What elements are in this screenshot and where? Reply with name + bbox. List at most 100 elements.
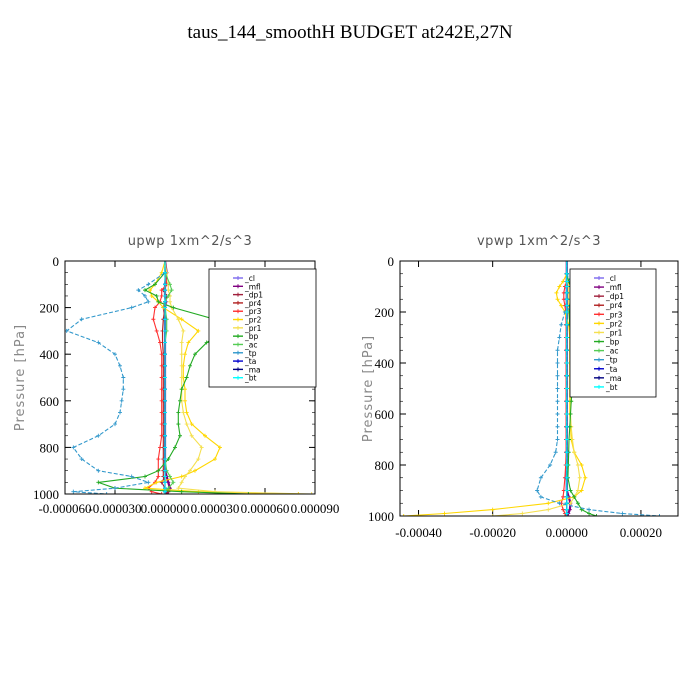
vpwp-legend-label: _cl <box>605 274 616 283</box>
vpwp-point-bt <box>564 279 569 284</box>
upwp-point-pr3 <box>151 317 156 322</box>
vpwp-point-pr1 <box>575 463 580 467</box>
vpwp-point-bt <box>564 399 569 404</box>
upwp-xtick-label: 0.000030 <box>191 501 240 516</box>
vpwp-point-bt <box>564 488 569 493</box>
upwp-point-tp <box>146 480 151 485</box>
vpwp-point-pr1 <box>577 475 582 480</box>
upwp-legend-marker <box>236 292 240 297</box>
upwp-legend-label: _pr2 <box>244 316 262 325</box>
upwp-legend-label: _tp <box>244 349 257 358</box>
upwp-point-pr1 <box>184 422 189 427</box>
vpwp-legend-label: _tp <box>605 356 618 365</box>
vpwp-point-bp <box>568 412 573 416</box>
vpwp-point-pr1 <box>490 514 495 516</box>
vpwp-point-bt <box>564 322 569 327</box>
vpwp-point-tp <box>620 511 625 516</box>
upwp-point-tp <box>136 288 141 293</box>
vpwp-point-bp <box>575 501 580 506</box>
upwp-point-pr1 <box>179 363 184 368</box>
vpwp-frame <box>399 260 679 517</box>
upwp-ylabel: Pressure [hPa] <box>13 324 28 431</box>
upwp-point-bp <box>171 305 176 310</box>
vpwp-point-tp <box>555 373 560 378</box>
upwp-point-bp <box>178 433 182 438</box>
upwp-point-bt <box>163 375 167 380</box>
upwp-point-tp <box>146 282 151 287</box>
vpwp-point-tp <box>557 501 562 506</box>
upwp-legend-label: _pr3 <box>244 307 262 316</box>
upwp-point-bp <box>193 352 197 357</box>
vpwp-point-bt <box>564 303 569 308</box>
upwp-point-bp <box>143 474 147 479</box>
vpwp-point-bt <box>564 335 569 340</box>
upwp-legend-label: _dp1 <box>244 291 263 300</box>
vpwp-legend-marker <box>597 330 601 335</box>
upwp-ytick-label: 800 <box>40 440 60 455</box>
upwp-legend-marker <box>236 334 240 339</box>
vpwp-ytick-label: 600 <box>375 407 395 422</box>
upwp-point-bt <box>163 445 167 450</box>
upwp-point-bt <box>163 457 167 462</box>
upwp-point-pr1 <box>179 340 184 345</box>
upwp-point-tp <box>71 489 76 494</box>
upwp-point-tp <box>119 398 124 403</box>
vpwp-point-bt <box>564 297 569 302</box>
upwp-legend-marker <box>236 342 240 347</box>
vpwp-point-pr1 <box>520 511 525 516</box>
upwp-point-tp <box>118 410 122 415</box>
vpwp-point-pr2 <box>546 501 551 506</box>
upwp-point-ac <box>171 480 176 485</box>
vpwp-legend-marker <box>597 339 601 344</box>
upwp-point-pr1 <box>188 468 192 473</box>
vpwp-legend-label: _ta <box>605 365 617 374</box>
upwp-point-bp <box>156 468 161 473</box>
upwp-point-tp <box>118 363 122 368</box>
upwp-point-bt <box>163 352 167 357</box>
upwp-point-tp <box>121 387 126 392</box>
upwp-legend-marker <box>236 325 240 330</box>
upwp-chart: upwp 1xm^2/s^3 Pressure [hPa] 0 200 400 600 80… <box>13 234 339 516</box>
upwp-legend-label: _pr1 <box>244 324 262 333</box>
upwp-point-pr3 <box>159 492 164 494</box>
vpwp-point-pr3 <box>561 507 566 512</box>
upwp-point-ac <box>169 288 174 293</box>
vpwp-point-pr2 <box>579 463 584 467</box>
upwp-point-tp <box>104 492 109 494</box>
upwp-point-tp <box>113 352 117 357</box>
upwp-plot-area <box>65 261 314 494</box>
vpwp-point-tp <box>557 335 562 340</box>
vpwp-point-bp <box>587 511 592 516</box>
upwp-point-bt <box>163 305 167 310</box>
vpwp-ytick-label: 1000 <box>368 509 394 524</box>
vpwp-title: vpwp 1xm^2/s^3 <box>477 234 601 249</box>
vpwp-ytick-label: 400 <box>375 356 395 371</box>
upwp-point-bt <box>163 282 167 287</box>
upwp-point-pr1 <box>179 480 184 485</box>
upwp-series-tp <box>65 261 166 494</box>
upwp-point-pr1 <box>176 486 181 491</box>
upwp-legend-marker <box>236 350 240 355</box>
vpwp-point-tp <box>548 463 553 467</box>
vpwp-point-pr2 <box>561 279 566 284</box>
upwp-point-tp <box>113 422 117 427</box>
vpwp-point-bt <box>564 475 569 480</box>
upwp-point-pr2 <box>193 468 197 473</box>
vpwp-legend-label: _pr1 <box>605 328 623 337</box>
vpwp-legend-marker <box>597 294 601 299</box>
upwp-legend-label: _bp <box>244 332 259 341</box>
vpwp-ytick-label: 800 <box>375 458 395 473</box>
upwp-point-pr1 <box>189 433 194 438</box>
vpwp-point-pr2 <box>557 284 562 289</box>
vpwp-point-bt <box>564 310 569 314</box>
vpwp-ytick-label: 0 <box>388 254 395 269</box>
vpwp-legend-marker <box>597 276 601 280</box>
vpwp-point-bt <box>564 373 569 378</box>
upwp-point-bt <box>163 468 167 473</box>
vpwp-xtick-label: -0.00020 <box>469 525 516 540</box>
upwp-legend-marker <box>236 359 240 364</box>
upwp-point-tp <box>129 474 134 479</box>
upwp-point-bp <box>154 293 159 298</box>
vpwp-xtick-label: 0.00000 <box>546 525 588 540</box>
